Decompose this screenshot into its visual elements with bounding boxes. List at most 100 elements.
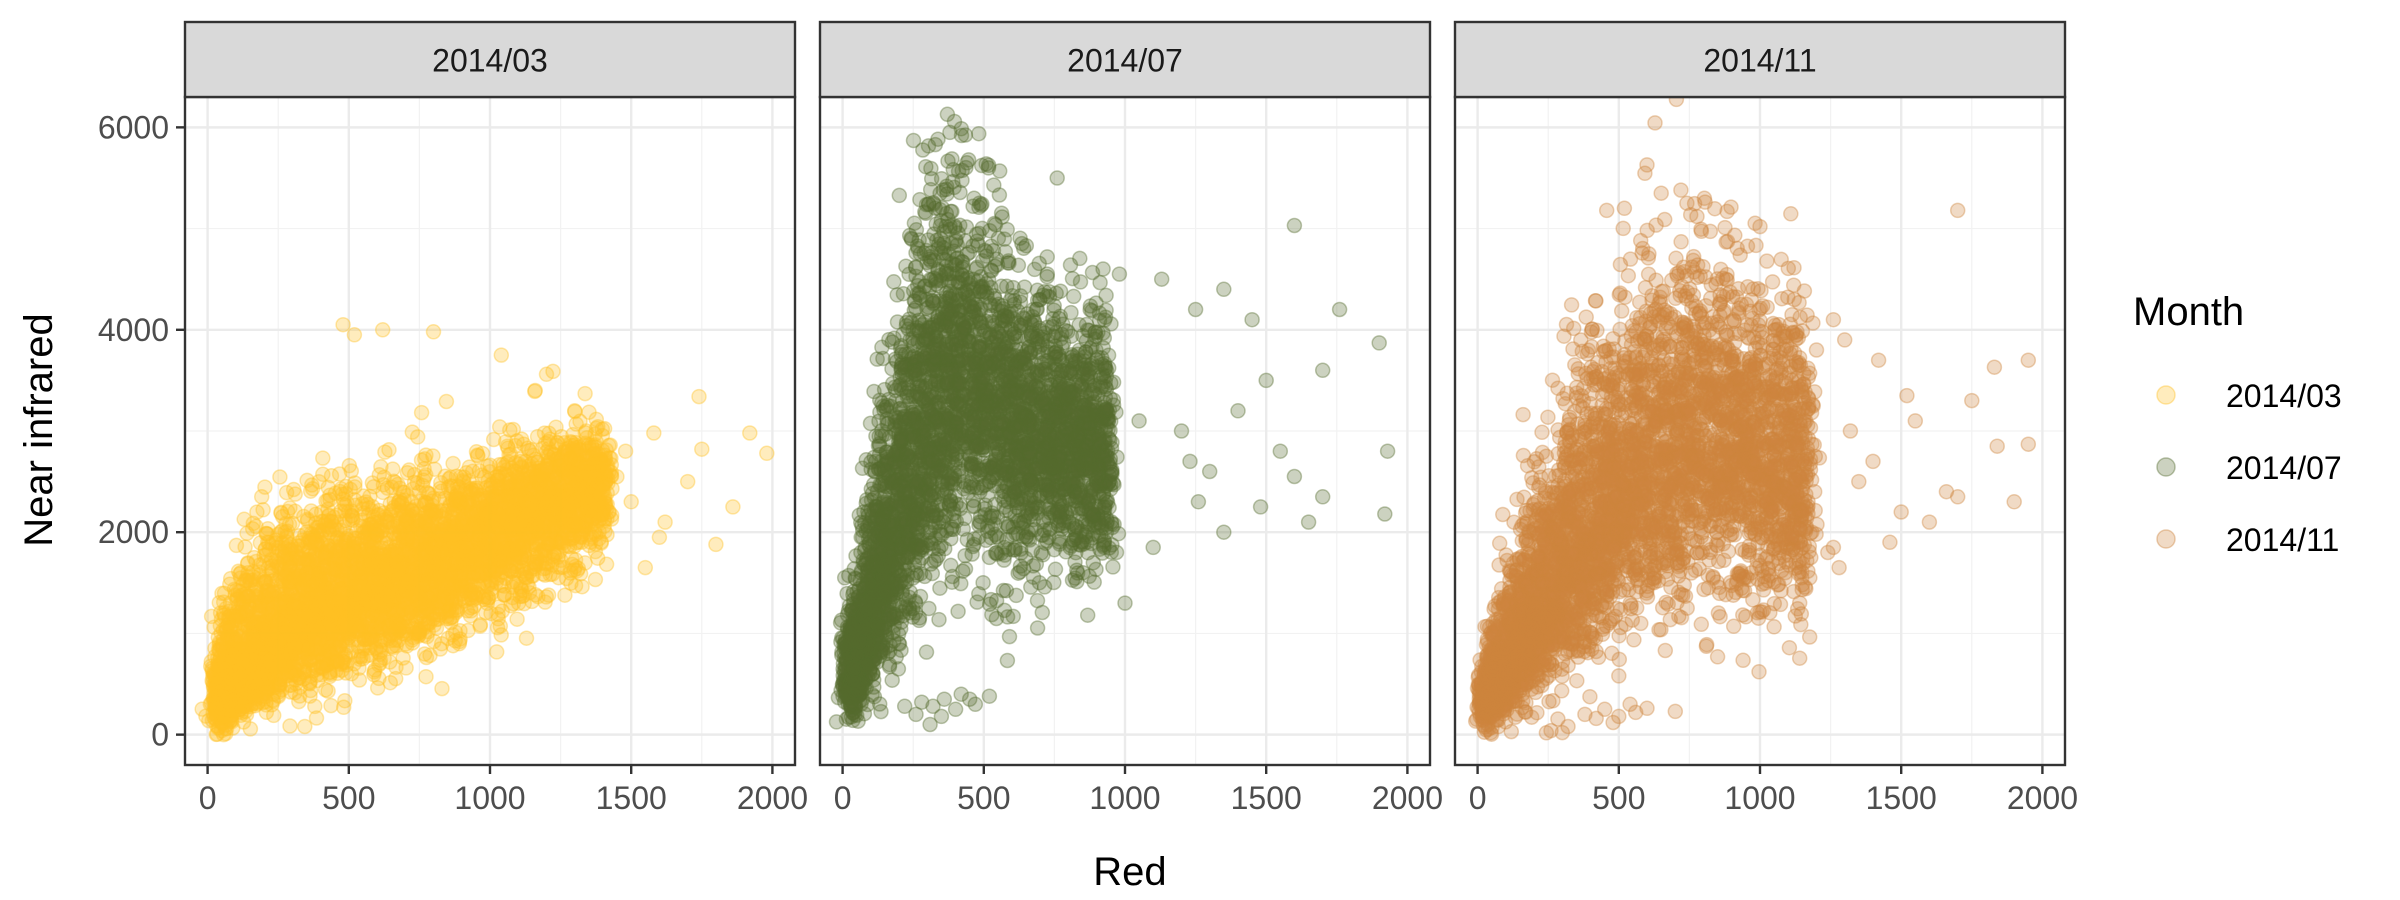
- data-point: [508, 574, 525, 591]
- data-point: [254, 595, 270, 611]
- data-point: [243, 640, 259, 657]
- data-point: [368, 608, 384, 624]
- data-point: [257, 573, 273, 590]
- data-point: [509, 478, 526, 495]
- data-points: [194, 316, 775, 743]
- data-point: [315, 450, 331, 466]
- data-point: [307, 644, 323, 660]
- data-point: [366, 595, 383, 611]
- data-point: [279, 604, 296, 620]
- data-point: [527, 587, 544, 603]
- data-point: [519, 500, 536, 517]
- data-point: [413, 404, 430, 421]
- data-point: [457, 554, 473, 571]
- data-point: [409, 429, 426, 445]
- data-point: [289, 619, 306, 636]
- data-point: [292, 606, 309, 622]
- data-point: [285, 603, 302, 619]
- data-point: [314, 666, 330, 683]
- data-point: [279, 551, 296, 567]
- data-point: [261, 535, 277, 551]
- data-point: [552, 457, 568, 474]
- data-point: [488, 644, 505, 660]
- data-point: [501, 446, 517, 463]
- data-point: [216, 682, 232, 699]
- data-point: [244, 521, 261, 537]
- data-point: [505, 544, 521, 561]
- data-point: [519, 440, 536, 456]
- data-point: [598, 556, 615, 573]
- data-point: [385, 638, 401, 654]
- data-point: [480, 528, 496, 544]
- data-point: [583, 507, 599, 524]
- data-point: [346, 610, 363, 626]
- data-point: [278, 633, 294, 649]
- data-point: [555, 505, 571, 521]
- data-point: [294, 630, 310, 647]
- data-point: [220, 667, 237, 684]
- data-point: [366, 664, 382, 680]
- data-point: [374, 582, 390, 598]
- data-point: [315, 587, 332, 603]
- data-point: [577, 385, 593, 402]
- data-point: [377, 444, 393, 460]
- data-point: [294, 609, 310, 626]
- data-point: [372, 574, 388, 591]
- data-point: [381, 584, 397, 601]
- data-point: [220, 674, 236, 691]
- data-point: [507, 546, 524, 563]
- data-point: [418, 668, 434, 685]
- data-point: [392, 585, 409, 602]
- data-point: [232, 670, 248, 687]
- data-point: [502, 540, 518, 557]
- data-point: [364, 568, 380, 584]
- data-point: [513, 458, 530, 475]
- data-point: [206, 619, 222, 635]
- data-point: [382, 601, 398, 617]
- data-point: [261, 621, 277, 637]
- data-point: [518, 630, 535, 646]
- data-point: [419, 628, 435, 645]
- data-point: [398, 660, 414, 676]
- data-point: [451, 633, 468, 650]
- data-point: [601, 437, 617, 454]
- data-point: [366, 529, 382, 546]
- data-point: [432, 552, 448, 569]
- data-point: [320, 683, 336, 699]
- data-point: [337, 692, 353, 709]
- data-point: [306, 589, 323, 606]
- data-point: [393, 570, 410, 587]
- data-point: [375, 584, 392, 600]
- data-point: [502, 471, 519, 488]
- data-point: [388, 625, 405, 641]
- data-point: [568, 416, 584, 432]
- data-point: [330, 563, 347, 580]
- data-point: [405, 529, 421, 546]
- data-point: [563, 451, 579, 467]
- data-point: [272, 469, 288, 485]
- data-point: [438, 393, 455, 410]
- facet-panel: 2014/030 500 1000 1500 2000: [183, 20, 808, 816]
- data-point: [277, 646, 294, 662]
- data-point: [338, 530, 355, 547]
- data-point: [445, 455, 461, 472]
- data-point: [581, 537, 597, 554]
- data-point: [347, 479, 363, 495]
- data-point: [439, 503, 455, 519]
- data-point: [322, 645, 339, 662]
- data-point: [273, 607, 289, 624]
- data-point: [382, 674, 399, 691]
- data-point: [317, 550, 333, 566]
- data-point: [262, 658, 279, 675]
- data-point: [540, 449, 557, 465]
- data-point: [233, 564, 249, 581]
- data-point: [267, 614, 283, 631]
- data-point: [415, 472, 432, 488]
- data-point: [251, 654, 267, 670]
- data-point: [257, 479, 273, 495]
- data-point: [499, 550, 516, 567]
- data-point: [459, 527, 476, 543]
- data-point: [304, 649, 321, 665]
